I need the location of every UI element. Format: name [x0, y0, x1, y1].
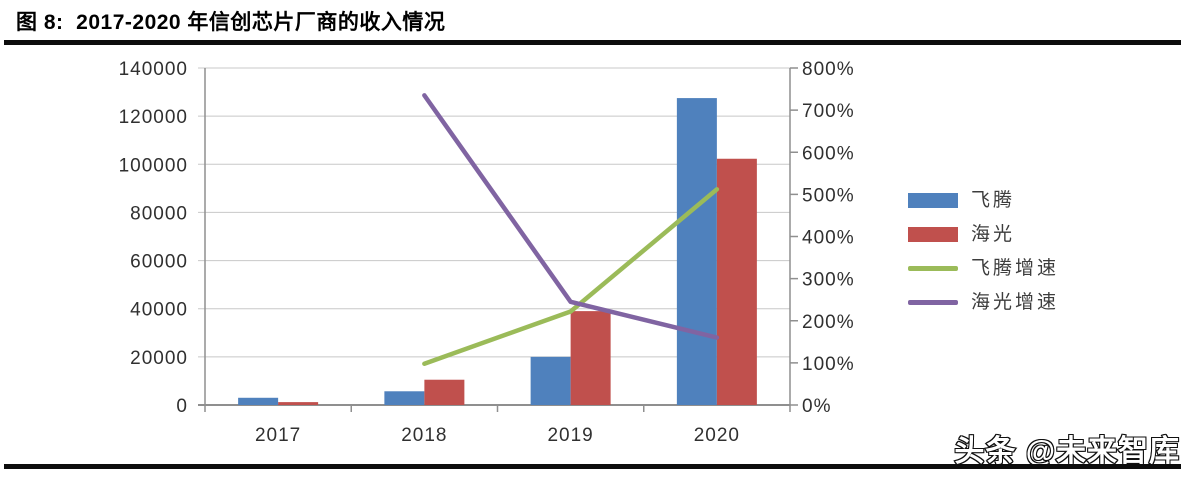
legend-item-飞腾: 飞腾 — [908, 190, 1059, 211]
legend-swatch-飞腾 — [908, 193, 958, 208]
y-axis-tick-label: 140000 — [119, 59, 188, 80]
right-axis-tick-label: 200% — [802, 312, 855, 333]
bar-飞腾-2017 — [238, 397, 279, 405]
y-axis-tick-label: 100000 — [119, 155, 188, 176]
title-underline-rule — [4, 40, 1181, 45]
right-axis-tick-label: 700% — [802, 101, 855, 122]
bar-海光-2018 — [424, 379, 465, 405]
watermark: 头条 @未来智库 — [953, 434, 1180, 469]
right-axis-tick-label: 0% — [802, 396, 831, 417]
y-axis-tick-label: 40000 — [130, 300, 188, 321]
right-axis-tick-label: 300% — [802, 270, 855, 291]
right-axis-tick-label: 400% — [802, 228, 855, 249]
y-axis-tick-label: 80000 — [130, 203, 188, 224]
bar-海光-2020 — [716, 158, 757, 405]
legend-label: 飞腾增速 — [971, 258, 1060, 279]
bar-飞腾-2020 — [676, 98, 717, 405]
y-axis-tick-label: 120000 — [119, 107, 188, 128]
legend-item-海光增速: 海光增速 — [908, 292, 1060, 313]
right-axis-tick-label: 100% — [802, 354, 855, 375]
right-axis-tick-label: 600% — [802, 143, 855, 164]
legend-label: 海光增速 — [971, 292, 1060, 313]
legend-label: 飞腾 — [971, 190, 1016, 211]
chart-legend: 飞腾海光飞腾增速海光增速 — [908, 190, 1060, 329]
legend-label: 海光 — [971, 224, 1016, 245]
bar-海光-2017 — [278, 402, 319, 405]
x-axis-category-label: 2018 — [401, 425, 447, 446]
y-axis-tick-label: 60000 — [130, 252, 188, 273]
legend-swatch-飞腾增速 — [908, 266, 958, 271]
legend-swatch-海光增速 — [908, 300, 958, 305]
line-飞腾增速 — [422, 187, 720, 366]
legend-item-海光: 海光 — [908, 224, 1059, 245]
y-axis-tick-label: 20000 — [130, 348, 188, 369]
y-axis-tick-label: 0 — [176, 396, 188, 417]
right-axis-tick-label: 500% — [802, 185, 855, 206]
page-title: 图 8: 2017-2020 年信创芯片厂商的收入情况 — [16, 11, 446, 34]
x-axis-category-label: 2020 — [694, 425, 740, 446]
legend-item-飞腾增速: 飞腾增速 — [908, 258, 1060, 279]
bar-飞腾-2018 — [384, 391, 425, 405]
x-axis-category-label: 2017 — [255, 425, 301, 446]
legend-swatch-海光 — [908, 227, 958, 242]
bar-海光-2019 — [570, 311, 611, 405]
bar-飞腾-2019 — [530, 356, 571, 405]
line-海光增速 — [422, 93, 720, 340]
bottom-rule — [4, 464, 1181, 469]
right-axis-tick-label: 800% — [802, 59, 855, 80]
x-axis-category-label: 2019 — [547, 425, 593, 446]
